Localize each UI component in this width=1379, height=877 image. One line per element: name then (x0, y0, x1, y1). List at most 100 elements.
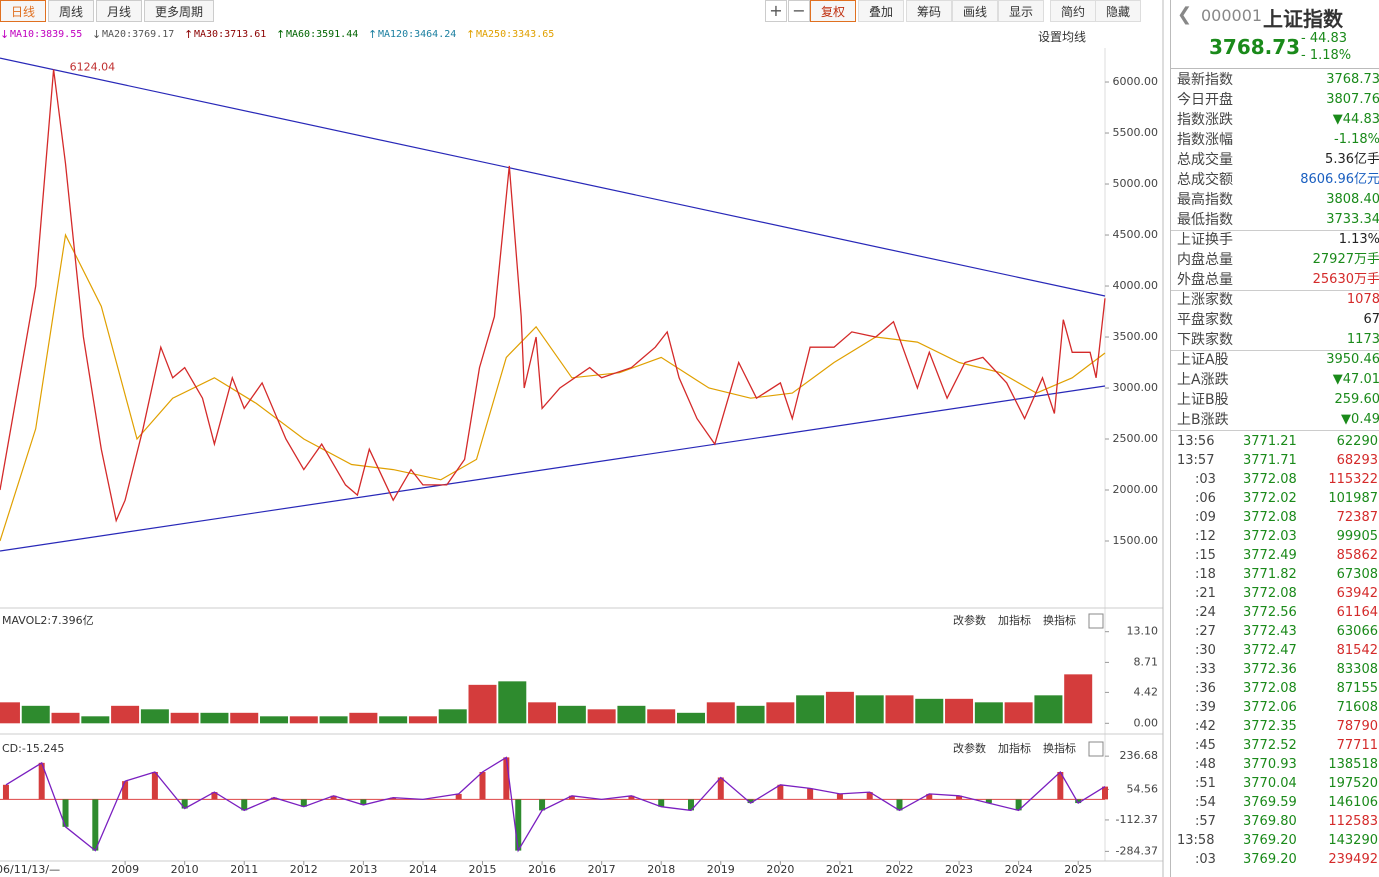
trend-line (0, 385, 1106, 552)
toolbar-button[interactable]: 画线 (952, 0, 998, 22)
ma-arrow: ↑ (184, 28, 194, 41)
period-tab[interactable]: 更多周期 (144, 0, 214, 22)
tick-row: :24 3772.56 61164 (1171, 603, 1379, 622)
tick-volume: 146106 (1328, 795, 1378, 810)
volume-bar (200, 712, 229, 724)
volume-bar (408, 716, 437, 724)
tick-price: 3770.93 (1243, 757, 1297, 772)
stat-row: 最新指数 3768.73 (1177, 70, 1379, 90)
tick-volume: 63942 (1336, 586, 1378, 601)
period-tab[interactable]: 日线 (0, 0, 46, 22)
tick-time: :09 (1195, 510, 1216, 525)
stat-row: 上证换手 1.13% (1177, 230, 1379, 250)
macd-bar (568, 795, 575, 800)
tick-price: 3769.59 (1243, 795, 1297, 810)
tick-volume: 115322 (1328, 472, 1378, 487)
tick-time: :12 (1195, 529, 1216, 544)
tick-row: :57 3769.80 112583 (1171, 812, 1379, 831)
volume-bar (81, 716, 110, 724)
macd-bar (151, 771, 158, 800)
indicator-button[interactable]: 换指标 (1043, 741, 1076, 755)
tick-price: 3769.20 (1243, 852, 1297, 867)
y-tick-label: -112.37 (1116, 813, 1158, 826)
ma-arrow: ↓ (92, 28, 102, 41)
stat-value: 25630万手 (1312, 272, 1379, 287)
trend-line (0, 57, 1106, 297)
divider (1171, 230, 1379, 231)
indicator-button[interactable]: 改参数 (953, 741, 986, 755)
x-tick-label: 2009 (111, 863, 139, 876)
tick-time: :36 (1195, 681, 1216, 696)
macd-bar (62, 799, 69, 827)
volume-bar (915, 698, 944, 724)
tick-time: :33 (1195, 662, 1216, 677)
tick-price: 3771.21 (1243, 434, 1297, 449)
volume-bar (945, 698, 974, 724)
volume-bar (140, 709, 169, 724)
macd-line (5, 756, 1106, 853)
period-tab[interactable]: 月线 (96, 0, 142, 22)
toolbar-button[interactable]: 叠加 (858, 0, 904, 22)
ma-arrow: ↓ (0, 28, 10, 41)
back-arrow[interactable]: ❮ (1177, 4, 1193, 25)
toolbar-button[interactable]: 简约 (1050, 0, 1096, 22)
stat-row: 上涨家数 1078 (1177, 290, 1379, 310)
x-tick-label: 2018 (647, 863, 675, 876)
indicator-button[interactable]: 加指标 (998, 741, 1031, 755)
zoom-out[interactable]: − (788, 0, 810, 22)
ma-arrow: ↑ (466, 28, 476, 41)
macd-bar (896, 799, 903, 811)
volume-bar (587, 709, 616, 724)
indicator-button[interactable]: 换指标 (1043, 613, 1076, 627)
y-tick-label: 236.68 (1120, 749, 1159, 762)
close-button[interactable] (1088, 741, 1104, 757)
macd-bar (1075, 799, 1082, 804)
tick-row: :54 3769.59 146106 (1171, 793, 1379, 812)
stat-value: 3733.34 (1326, 212, 1379, 227)
stat-label: 上证换手 (1177, 232, 1233, 248)
tick-price: 3772.36 (1243, 662, 1297, 677)
indicator-button[interactable]: 加指标 (998, 613, 1031, 627)
price-change: - 44.83 (1301, 31, 1348, 46)
zoom-in[interactable]: + (765, 0, 787, 22)
ma-settings[interactable]: 设置均线 (1038, 30, 1087, 44)
stock-code: 000001 (1201, 6, 1263, 25)
tick-volume: 63066 (1336, 624, 1378, 639)
last-price: 3768.73 (1209, 35, 1301, 59)
volume-bar (111, 705, 140, 724)
tick-row: :33 3772.36 83308 (1171, 660, 1379, 679)
toolbar-button[interactable]: 复权 (810, 0, 856, 22)
tick-time: :03 (1195, 852, 1216, 867)
tick-time: 13:56 (1177, 434, 1215, 449)
toolbar-button[interactable]: 显示 (998, 0, 1044, 22)
volume-bar (706, 702, 735, 724)
tick-volume: 67308 (1336, 567, 1378, 582)
chart-area: 1500.00 2000.00 2500.00 3000.00 3500.00 4000.… (0, 0, 1164, 877)
tick-row: :03 3769.20 239492 (1171, 850, 1379, 869)
toolbar-button[interactable]: 筹码 (906, 0, 952, 22)
indicator-button[interactable]: 改参数 (953, 613, 986, 627)
macd-bar (241, 799, 248, 811)
x-tick-label: 2015 (469, 863, 497, 876)
stat-label: 上证A股 (1177, 352, 1229, 368)
stat-label: 上A涨跌 (1177, 372, 1229, 388)
period-tab[interactable]: 周线 (48, 0, 94, 22)
tick-price: 3772.06 (1243, 700, 1297, 715)
tick-time: :57 (1195, 814, 1216, 829)
tick-row: :15 3772.49 85862 (1171, 546, 1379, 565)
x-tick-label: 2017 (588, 863, 616, 876)
indicator-label: MAVOL2:7.396亿 (2, 614, 94, 627)
close-button[interactable] (1088, 613, 1104, 629)
price-pct: - 1.18% (1301, 48, 1352, 63)
toolbar-button[interactable]: 隐藏 (1095, 0, 1141, 22)
stat-label: 下跌家数 (1177, 332, 1233, 348)
stat-row: 最高指数 3808.40 (1177, 190, 1379, 210)
stat-row: 上证B股 259.60 (1177, 390, 1379, 410)
macd-bar (956, 795, 963, 800)
y-tick-label: 6000.00 (1113, 75, 1159, 88)
ma-arrow: ↑ (368, 28, 378, 41)
tick-time: 13:58 (1177, 833, 1215, 848)
y-tick-label: 1500.00 (1113, 534, 1159, 547)
y-tick-label: 3000.00 (1113, 381, 1159, 394)
stat-row: 上A涨跌 ▼47.01 (1177, 370, 1379, 390)
